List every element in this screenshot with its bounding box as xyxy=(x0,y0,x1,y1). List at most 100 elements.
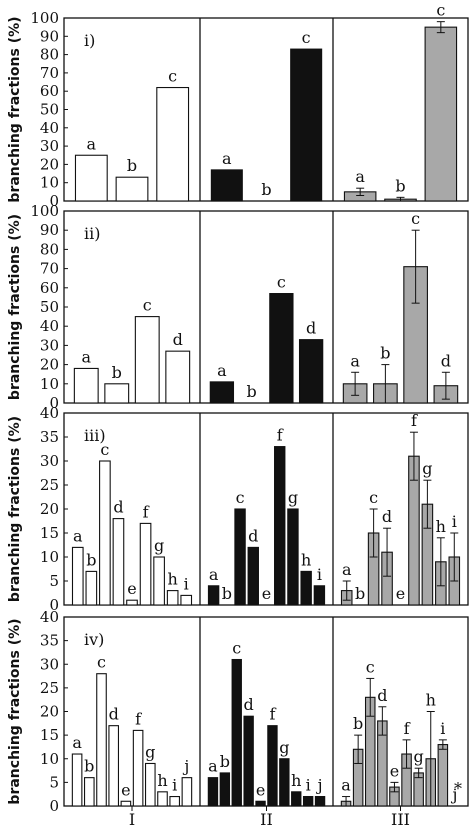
bar xyxy=(96,673,107,807)
bar-label: d xyxy=(113,498,123,517)
bar-label: f xyxy=(411,411,418,430)
y-tick-label: 100 xyxy=(30,9,59,27)
y-tick-label: 0 xyxy=(49,192,59,210)
bar-label: e xyxy=(121,780,130,799)
bar-label: b xyxy=(247,382,257,401)
y-tick-label: 20 xyxy=(40,155,59,173)
bar-label: b xyxy=(395,176,405,195)
bar-label: f xyxy=(277,426,284,445)
bar-label: a xyxy=(222,149,232,168)
bar xyxy=(437,744,449,807)
y-tick-label: 25 xyxy=(40,679,59,697)
bar-label: g xyxy=(414,747,424,766)
panel-frame xyxy=(63,412,469,606)
y-tick-label: 90 xyxy=(40,27,59,45)
bar-label: j xyxy=(316,776,323,795)
bar xyxy=(115,176,149,202)
bar xyxy=(83,777,95,807)
bar xyxy=(210,169,243,202)
bar-label: j xyxy=(182,757,189,776)
bar-label: d xyxy=(248,526,258,545)
bar-label: i xyxy=(317,565,322,584)
bar-label: i xyxy=(184,574,189,593)
bar-label: g xyxy=(154,536,164,555)
bar-label: a xyxy=(208,757,218,776)
y-tick-label: 60 xyxy=(40,279,59,297)
bar xyxy=(298,339,324,404)
bar-label: a xyxy=(342,560,352,579)
bar-label: a xyxy=(73,526,83,545)
bar-label: b xyxy=(355,584,365,603)
y-tick-label: 40 xyxy=(40,119,59,137)
y-tick-label: 90 xyxy=(40,221,59,239)
bar-label: c xyxy=(277,273,286,292)
bar-label: f xyxy=(269,705,276,724)
panel-3 xyxy=(63,412,469,606)
bar-label: d xyxy=(173,330,183,349)
bar xyxy=(291,791,302,807)
y-tick-label: 30 xyxy=(40,137,59,155)
y-tick-label: 50 xyxy=(40,101,59,119)
x-column-label: II xyxy=(260,810,273,827)
bar-label: a xyxy=(355,167,365,186)
bar-label: c xyxy=(369,488,378,507)
bar xyxy=(287,508,299,606)
y-tick-label: 15 xyxy=(40,726,59,744)
bar-label: e xyxy=(256,780,265,799)
bar xyxy=(234,508,246,606)
y-tick-label: 10 xyxy=(40,750,59,768)
bar-label: b xyxy=(86,550,96,569)
panel-label: iv) xyxy=(84,630,104,649)
y-tick-label: 20 xyxy=(40,703,59,721)
bar-label: c xyxy=(232,639,241,658)
bar xyxy=(279,758,290,807)
bar xyxy=(85,570,98,606)
bar-label: h xyxy=(168,570,178,589)
y-axis-label: branching fractions (%) xyxy=(7,16,23,202)
bar-label: c xyxy=(100,440,109,459)
y-tick-label: 70 xyxy=(40,260,59,278)
bar-label: c xyxy=(436,1,445,20)
bar xyxy=(165,350,191,404)
bar xyxy=(255,800,266,807)
bar-label: c xyxy=(366,657,375,676)
bar xyxy=(269,293,294,404)
bar xyxy=(302,795,314,807)
bar-label: a xyxy=(217,361,227,380)
bar xyxy=(207,585,220,606)
bar-label: h xyxy=(301,550,311,569)
bar-label: b xyxy=(380,344,390,363)
bar xyxy=(231,658,242,807)
bar xyxy=(247,546,259,606)
bar-label: c xyxy=(236,488,245,507)
bar-label: g xyxy=(279,738,289,757)
y-tick-label: 5 xyxy=(49,773,59,791)
bar-label: c xyxy=(143,296,152,315)
bar xyxy=(300,570,312,606)
bar xyxy=(73,367,99,404)
y-tick-label: 40 xyxy=(40,404,59,422)
y-tick-label: 0 xyxy=(49,394,59,412)
y-tick-label: 0 xyxy=(49,596,59,614)
bar-label: h xyxy=(426,691,436,710)
y-tick-label: 10 xyxy=(40,375,59,393)
bar xyxy=(126,599,138,606)
bar xyxy=(314,795,326,807)
bar xyxy=(181,777,193,807)
y-tick-label: 35 xyxy=(40,632,59,650)
bar-label: e xyxy=(127,579,136,598)
bar xyxy=(156,86,190,202)
bar-label: c xyxy=(411,209,420,228)
bar-label: b xyxy=(84,757,94,776)
y-tick-label: 20 xyxy=(40,500,59,518)
bar-label: g xyxy=(422,459,432,478)
bar xyxy=(108,725,120,807)
bar-label: g xyxy=(288,488,298,507)
x-column-label: I xyxy=(129,810,135,827)
bar-label: f xyxy=(404,719,411,738)
bar-label: a xyxy=(87,134,97,153)
y-tick-label: 30 xyxy=(40,452,59,470)
panel-label: iii) xyxy=(84,426,106,445)
